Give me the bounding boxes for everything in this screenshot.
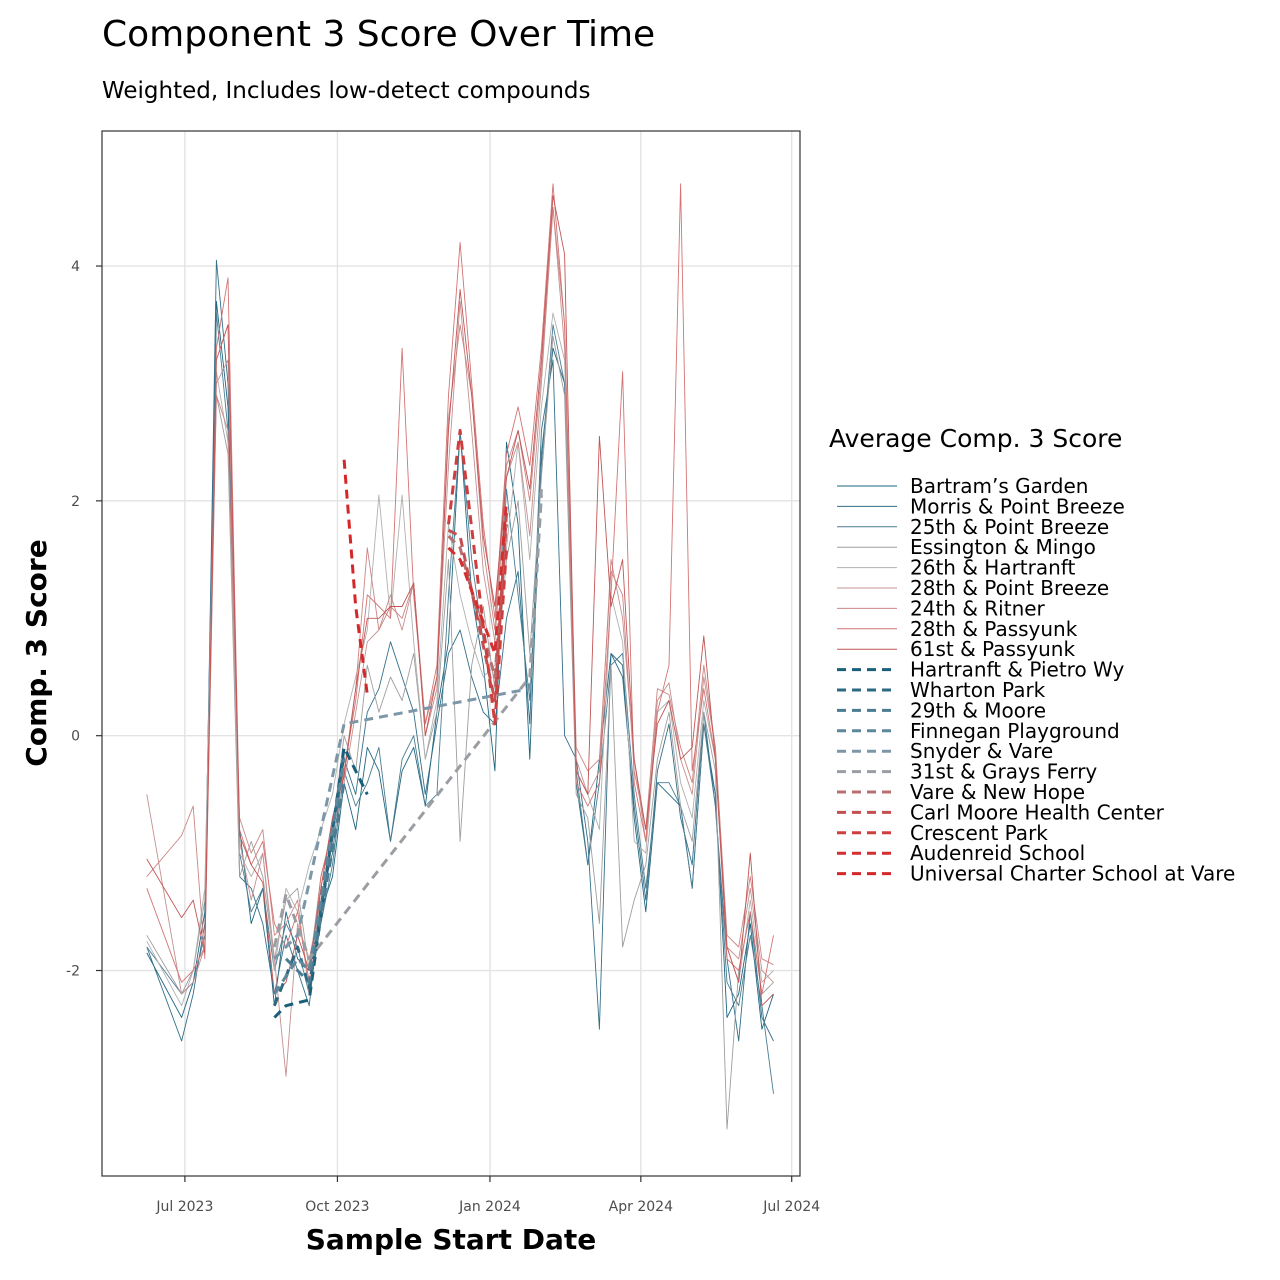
- legend-label: Hartranft & Pietro Wy: [910, 658, 1124, 682]
- legend: Average Comp. 3 Score Bartram’s GardenMo…: [829, 424, 1235, 886]
- plot-panel-border: [101, 130, 801, 1177]
- series-line-audenreid-school: [447, 500, 508, 655]
- y-tick-label: -2: [66, 964, 80, 980]
- y-axis: -2 0 2 4: [66, 259, 102, 980]
- legend-label: 25th & Point Breeze: [910, 515, 1109, 539]
- chart-title: Component 3 Score Over Time: [102, 14, 656, 55]
- series-line-carl-moore-health-center: [447, 512, 508, 702]
- x-tick-label: Jul 2024: [762, 1199, 820, 1215]
- legend-label: Finnegan Playground: [910, 719, 1120, 743]
- series-line-28th-point-breeze: [146, 206, 774, 1077]
- x-tick-label: Jul 2023: [155, 1199, 213, 1215]
- x-tick-label: Oct 2023: [305, 1199, 369, 1215]
- legend-label: Vare & New Hope: [910, 780, 1085, 804]
- x-axis: Jul 2023 Oct 2023 Jan 2024 Apr 2024 Jul 2024: [155, 1176, 820, 1215]
- series-line-morris-point-breeze: [146, 259, 774, 1042]
- legend-label: Crescent Park: [910, 821, 1048, 845]
- series-lines: [146, 183, 774, 1130]
- x-tick-label: Apr 2024: [609, 1199, 673, 1215]
- legend-label: 28th & Point Breeze: [910, 576, 1109, 600]
- x-axis-title: Sample Start Date: [306, 1223, 597, 1256]
- legend-label: 26th & Hartranft: [910, 556, 1075, 580]
- series-line-finnegan-playground: [273, 758, 346, 995]
- legend-label: 24th & Ritner: [910, 596, 1046, 620]
- y-tick-label: 4: [71, 259, 80, 275]
- series-line-61st-passyunk: [146, 195, 774, 1007]
- y-tick-label: 0: [71, 729, 80, 745]
- series-line-essington-mingo: [146, 336, 774, 1130]
- legend-label: 29th & Moore: [910, 698, 1046, 722]
- grid-lines: [102, 131, 800, 1176]
- series-line-28th-passyunk: [146, 183, 774, 995]
- legend-label: 31st & Grays Ferry: [910, 760, 1097, 784]
- legend-label: Carl Moore Health Center: [910, 800, 1165, 824]
- legend-label: 28th & Passyunk: [910, 617, 1078, 641]
- series-line-24th-ritner: [146, 206, 774, 995]
- y-axis-title: Comp. 3 Score: [20, 539, 53, 766]
- series-line-26th-hartranft: [146, 312, 774, 1007]
- series-line-universal-charter-school-at-vare: [342, 459, 369, 695]
- x-tick-label: Jan 2024: [458, 1199, 521, 1215]
- legend-label: Universal Charter School at Vare: [910, 862, 1235, 886]
- legend-label: Bartram’s Garden: [910, 474, 1088, 498]
- legend-label: Morris & Point Breeze: [910, 494, 1125, 518]
- series-line-29th-moore: [284, 782, 346, 984]
- legend-label: Essington & Mingo: [910, 535, 1096, 559]
- legend-label: Wharton Park: [910, 678, 1046, 702]
- legend-label: 61st & Passyunk: [910, 637, 1075, 661]
- series-line-bartram-s-garden: [146, 300, 774, 1030]
- legend-label: Audenreid School: [910, 841, 1085, 865]
- legend-title: Average Comp. 3 Score: [829, 424, 1122, 453]
- y-tick-label: 2: [71, 494, 80, 510]
- chart-subtitle: Weighted, Includes low-detect compounds: [102, 78, 591, 104]
- series-line-25th-point-breeze: [146, 312, 774, 1094]
- series-line-crescent-park: [447, 428, 508, 726]
- series-line-31st-grays-ferry: [272, 489, 543, 961]
- legend-label: Snyder & Vare: [910, 739, 1053, 763]
